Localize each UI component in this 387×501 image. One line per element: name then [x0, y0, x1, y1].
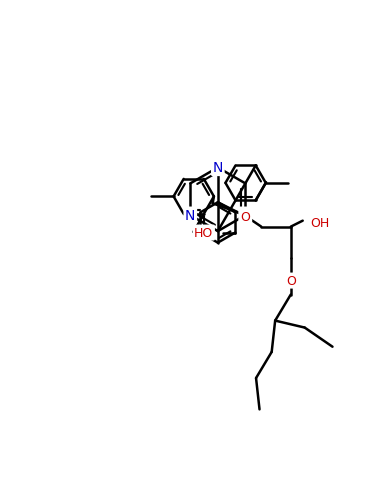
Text: N: N — [240, 209, 250, 223]
Text: HO: HO — [194, 226, 214, 239]
Text: O: O — [240, 210, 250, 223]
Text: N: N — [212, 161, 223, 175]
Text: O: O — [286, 275, 296, 288]
Text: N: N — [185, 209, 195, 223]
Text: OH: OH — [311, 217, 330, 229]
